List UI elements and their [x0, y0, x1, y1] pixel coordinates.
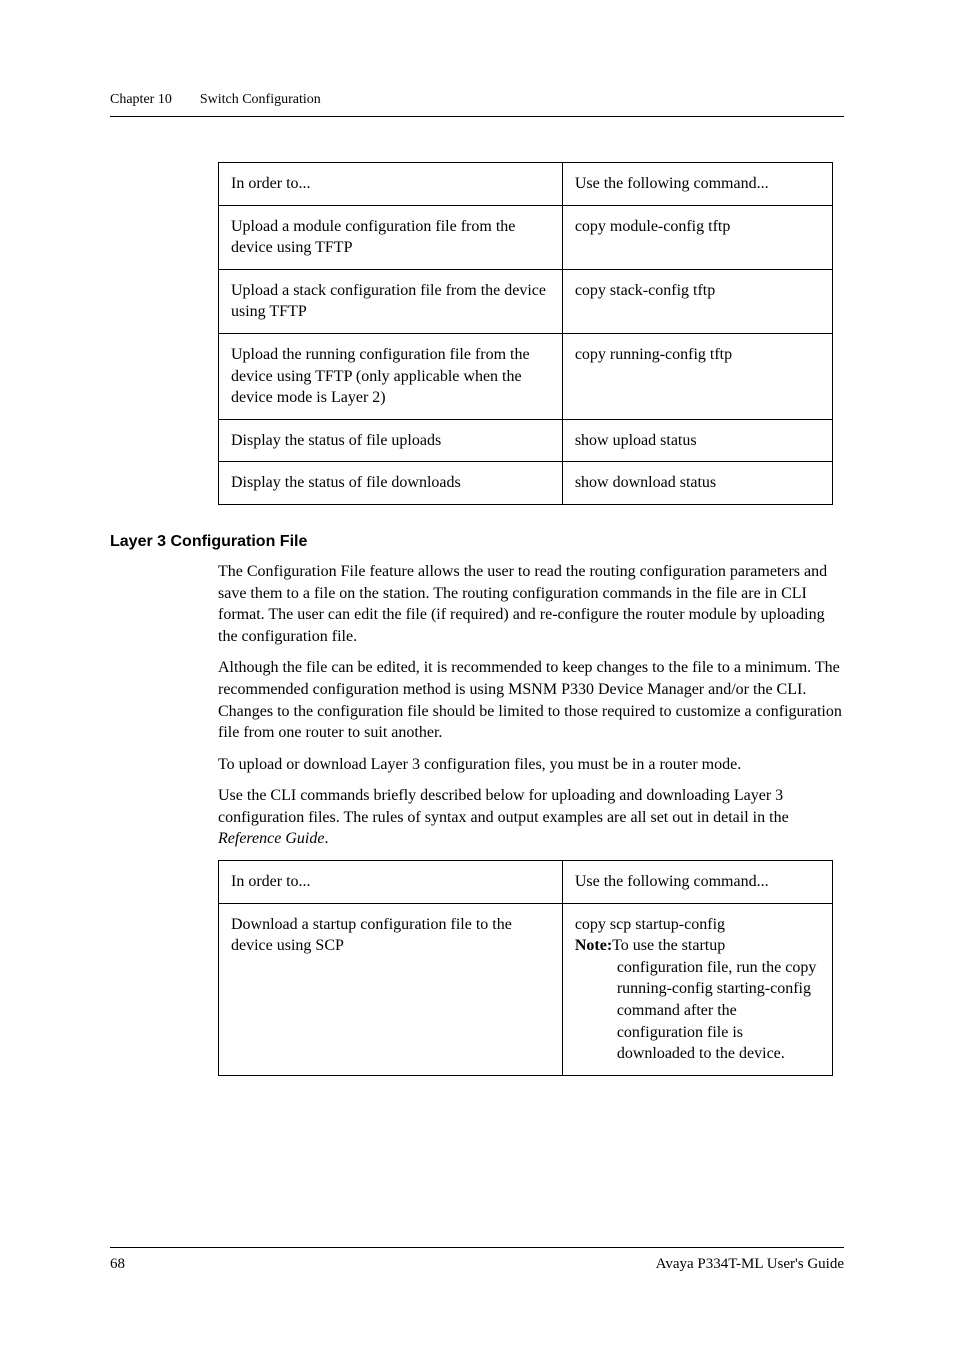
- table-row: Upload a module configuration file from …: [219, 205, 833, 269]
- table-cell: Upload a stack configuration file from t…: [219, 269, 563, 333]
- body-paragraph: Although the file can be edited, it is r…: [218, 657, 844, 743]
- table-cell: Download a startup configuration file to…: [219, 903, 563, 1075]
- table-cell: copy running-config tftp: [562, 333, 832, 419]
- reference-title: Reference Guide: [218, 830, 324, 847]
- table-cell: show download status: [562, 462, 832, 505]
- chapter-title: Switch Configuration: [200, 92, 321, 108]
- page-header: Chapter 10 Switch Configuration: [110, 92, 844, 117]
- table-row: Download a startup configuration file to…: [219, 903, 833, 1075]
- text-run: .: [324, 830, 328, 847]
- table-row: Display the status of file downloads sho…: [219, 462, 833, 505]
- note-continuation: configuration file, run the copy running…: [575, 957, 820, 1065]
- table-cell: copy scp startup-config Note:To use the …: [562, 903, 832, 1075]
- cli-table-1: In order to... Use the following command…: [218, 162, 833, 505]
- table-header-cell: In order to...: [219, 861, 563, 904]
- table-row: Display the status of file uploads show …: [219, 419, 833, 462]
- table-cell: copy stack-config tftp: [562, 269, 832, 333]
- chapter-label: Chapter 10: [110, 92, 172, 108]
- table-header-cell: In order to...: [219, 163, 563, 206]
- page-number: 68: [110, 1256, 125, 1273]
- table-header-cell: Use the following command...: [562, 163, 832, 206]
- body-paragraph: Use the CLI commands briefly described b…: [218, 785, 844, 850]
- table-cell: Upload the running configuration file fr…: [219, 333, 563, 419]
- body-paragraph: The Configuration File feature allows th…: [218, 561, 844, 647]
- table-cell: Display the status of file uploads: [219, 419, 563, 462]
- table-cell: Display the status of file downloads: [219, 462, 563, 505]
- page-footer: 68 Avaya P334T-ML User's Guide: [110, 1247, 844, 1273]
- table-cell: Upload a module configuration file from …: [219, 205, 563, 269]
- section-heading: Layer 3 Configuration File: [110, 533, 844, 551]
- command-text: copy scp startup-config: [575, 916, 725, 933]
- table-row: In order to... Use the following command…: [219, 163, 833, 206]
- table-header-cell: Use the following command...: [562, 861, 832, 904]
- body-paragraph: To upload or download Layer 3 configurat…: [218, 754, 844, 776]
- guide-title: Avaya P334T-ML User's Guide: [656, 1256, 844, 1273]
- note-text: To use the startup: [612, 937, 725, 954]
- note-label: Note:: [575, 937, 612, 954]
- table-cell: copy module-config tftp: [562, 205, 832, 269]
- cli-table-2: In order to... Use the following command…: [218, 860, 833, 1076]
- table-row: In order to... Use the following command…: [219, 861, 833, 904]
- table-cell: show upload status: [562, 419, 832, 462]
- text-run: Use the CLI commands briefly described b…: [218, 787, 789, 826]
- table-row: Upload a stack configuration file from t…: [219, 269, 833, 333]
- table-row: Upload the running configuration file fr…: [219, 333, 833, 419]
